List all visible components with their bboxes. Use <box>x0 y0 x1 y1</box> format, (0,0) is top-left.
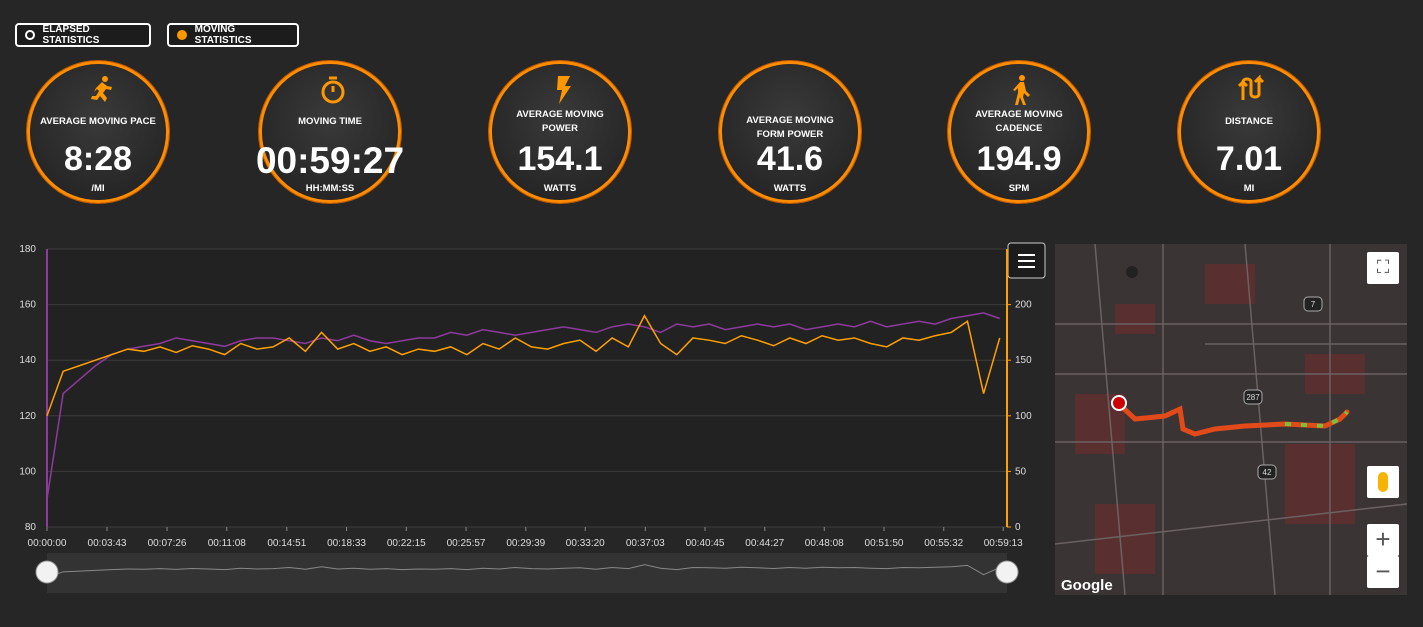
x-tick-label: 00:18:33 <box>327 538 366 549</box>
poi-marker[interactable] <box>1126 266 1138 278</box>
stat-value: 41.6 <box>756 140 824 178</box>
stat-unit: HH:MM:SS <box>305 183 355 194</box>
y-tick-label: 140 <box>19 355 36 366</box>
stat-label: AVERAGE MOVING FORM POWER <box>746 115 834 140</box>
x-tick-label: 00:22:15 <box>387 538 426 549</box>
road-shield <box>1257 464 1277 480</box>
road-label: 7 <box>1311 300 1316 309</box>
x-tick-label: 00:55:32 <box>924 538 963 549</box>
x-tick-label: 00:29:39 <box>506 538 545 549</box>
map-attribution: Google <box>1061 577 1113 594</box>
stat-value: 8:28 <box>63 140 133 178</box>
stat-label: MOVING TIME <box>298 116 362 127</box>
navigator-line <box>46 564 1000 579</box>
stat-label: AVERAGE MOVING PACE <box>40 116 156 127</box>
x-tick-label: 00:48:08 <box>805 538 844 549</box>
stat-value: 00:59:27 <box>255 140 405 181</box>
stat-unit: MI <box>1243 183 1255 194</box>
menu-icon <box>1018 254 1035 268</box>
chart: 80 100 120 140 160 180 0 50 100 150 200 00:00:00 00:… <box>19 242 1046 593</box>
x-tick-label: 00:03:43 <box>88 538 127 549</box>
y-tick-label: 120 <box>19 411 36 422</box>
route-fast <box>1284 410 1349 429</box>
x-tick-label: 00:37:03 <box>626 538 665 549</box>
stat-label: AVERAGE MOVING CADENCE <box>975 109 1063 134</box>
x-tick-label: 00:33:20 <box>566 538 605 549</box>
road-label: 42 <box>1263 468 1272 477</box>
toggle-indicator <box>177 30 187 40</box>
street-view-button[interactable] <box>1367 466 1399 498</box>
stat-circle: DISTANCE 7.01 MI <box>1178 61 1320 203</box>
road-shield <box>1243 389 1263 405</box>
stat-value: 7.01 <box>1215 140 1283 178</box>
y2-tick-label: 0 <box>1015 522 1021 533</box>
stat-unit: WATTS <box>773 183 807 194</box>
x-tick-label: 00:59:13 <box>984 538 1023 549</box>
y-tick-label: 80 <box>25 522 37 533</box>
stat-label: DISTANCE <box>1225 116 1273 127</box>
stat-circle: AVERAGE MOVING FORM POWER 41.6 WATTS <box>719 61 861 203</box>
x-tick-label: 00:00:00 <box>28 538 67 549</box>
stat-unit: WATTS <box>543 183 577 194</box>
stat-value: 194.9 <box>976 140 1062 178</box>
map-area <box>1075 264 1365 574</box>
stat-icon <box>1237 74 1265 100</box>
road-label: 287 <box>1246 393 1260 402</box>
stat-icon <box>321 76 345 104</box>
road-shield <box>1303 296 1323 312</box>
map-road <box>1055 244 1407 595</box>
stat-circle: AVERAGE MOVING PACE 8:28/MI <box>27 61 169 203</box>
series-line <box>46 312 1000 500</box>
x-tick-label: 00:14:51 <box>267 538 306 549</box>
toggle-label: ELAPSED STATISTICS <box>42 24 100 46</box>
stat-unit: SPM <box>1008 183 1030 194</box>
stat-unit: /MI <box>91 183 105 194</box>
y-tick-label: 180 <box>19 244 36 255</box>
stat-circle: MOVING TIME 00:59:27 HH:MM:SS <box>256 61 404 203</box>
navigator <box>47 553 1007 593</box>
map-canvas: Google 7 287 42 <box>1055 244 1407 595</box>
y2-tick-label: 50 <box>1015 466 1027 477</box>
x-tick-label: 00:11:08 <box>208 538 247 549</box>
toggle-label: MOVING STATISTICS <box>194 24 252 46</box>
stat-value: 154.1 <box>517 140 603 178</box>
start-marker[interactable] <box>1111 395 1127 411</box>
map[interactable]: Google 7 287 42 ⛶ + − <box>1055 244 1407 595</box>
x-tick-label: 00:51:50 <box>865 538 904 549</box>
stat-icon <box>557 76 571 104</box>
plot-area <box>47 249 1007 527</box>
toggle-indicator <box>25 30 35 40</box>
stat-circle: AVERAGE MOVING CADENCE 194.9 SPM <box>948 61 1090 203</box>
zoom-in-button[interactable]: + <box>1367 524 1399 556</box>
y-tick-label: 160 <box>19 300 36 311</box>
x-tick-label: 00:25:57 <box>447 538 486 549</box>
fullscreen-button[interactable]: ⛶ <box>1367 252 1399 284</box>
y2-tick-label: 150 <box>1015 355 1032 366</box>
stat-toggle[interactable]: MOVING STATISTICS <box>167 23 299 47</box>
x-tick-label: 00:44:27 <box>745 538 784 549</box>
stat-toggle[interactable]: ELAPSED STATISTICS <box>15 23 151 47</box>
stat-label: AVERAGE MOVING POWER <box>516 109 604 134</box>
stat-icon <box>91 76 112 102</box>
stat-circle: AVERAGE MOVING POWER 154.1 WATTS <box>489 61 631 203</box>
y-tick-label: 100 <box>19 466 36 477</box>
route <box>1116 401 1350 437</box>
x-tick-label: 00:40:45 <box>686 538 725 549</box>
y2-tick-label: 200 <box>1015 300 1032 311</box>
navigator-handle[interactable] <box>995 560 1019 584</box>
y2-tick-label: 100 <box>1015 411 1032 422</box>
navigator-handle[interactable] <box>35 560 59 584</box>
series-line <box>46 314 1001 417</box>
zoom-out-button[interactable]: − <box>1367 556 1399 588</box>
stat-icon <box>1013 75 1030 105</box>
x-tick-label: 00:07:26 <box>148 538 187 549</box>
